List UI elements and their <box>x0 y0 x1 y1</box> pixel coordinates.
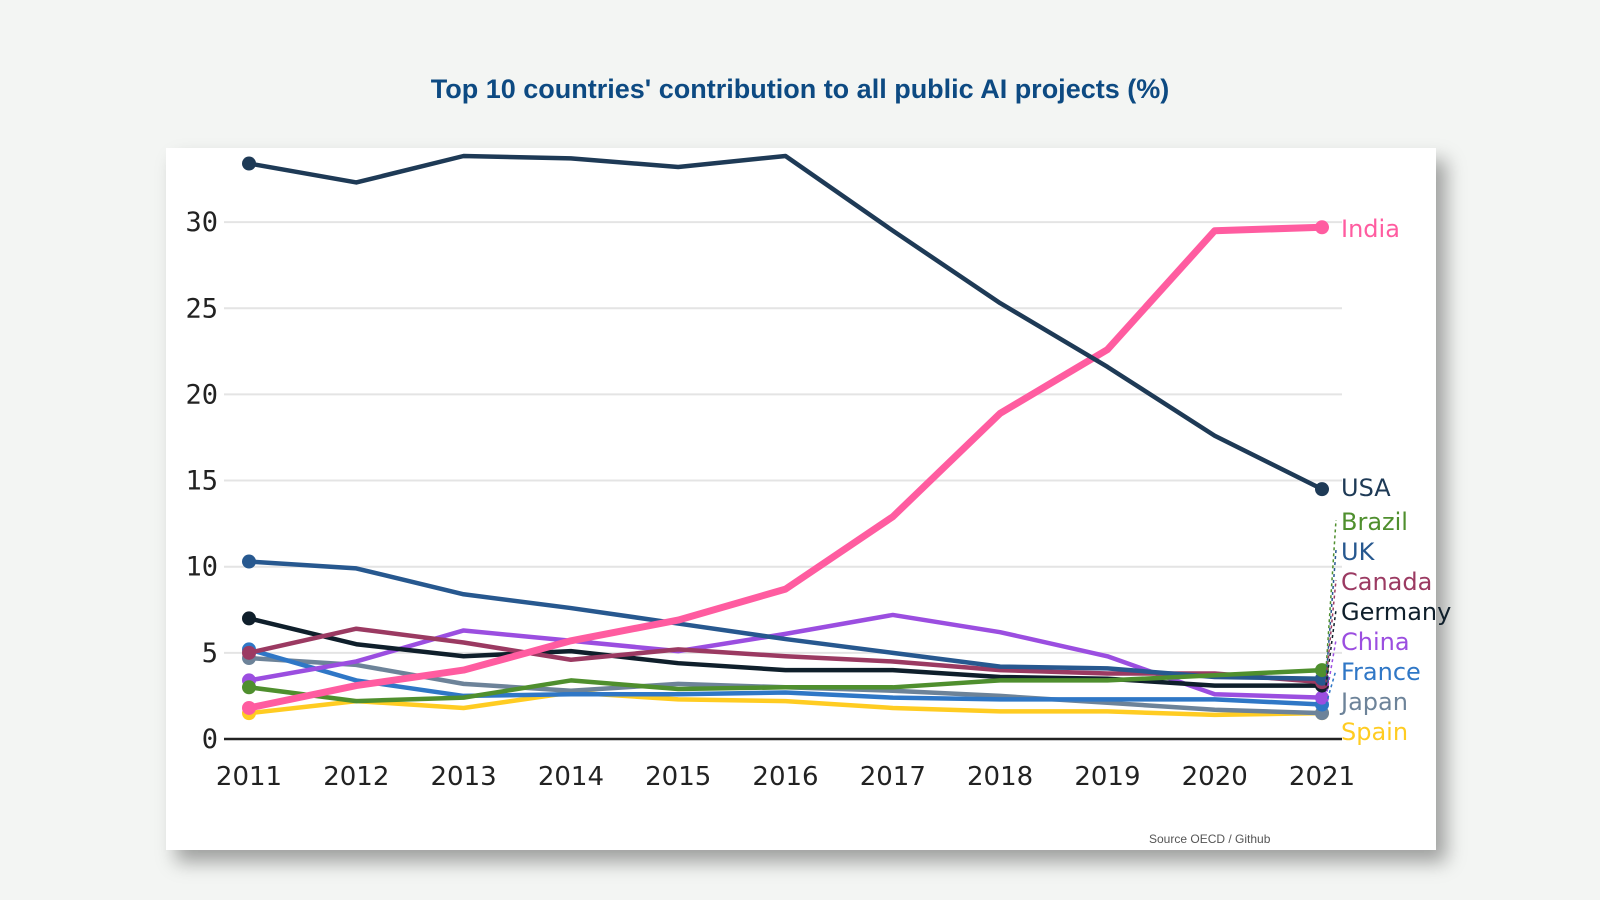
end-marker-usa <box>1315 482 1329 497</box>
label-leader-germany <box>1325 609 1337 686</box>
x-tick-label: 2018 <box>967 762 1033 792</box>
y-tick-label: 25 <box>185 293 218 324</box>
y-tick-label: 10 <box>185 552 218 583</box>
label-leader-canada <box>1325 579 1337 683</box>
y-axis-ticks: 0 5 10 15 20 25 30 <box>185 207 218 755</box>
x-tick-label: 2014 <box>538 762 604 792</box>
end-marker-india <box>1315 220 1329 235</box>
source-note: Source OECD / Github <box>1149 832 1271 846</box>
start-marker-germany <box>242 611 256 626</box>
series-line-canada <box>248 626 1323 685</box>
series-label-brazil: Brazil <box>1341 508 1408 536</box>
x-tick-label: 2020 <box>1182 762 1248 792</box>
y-tick-label: 0 <box>202 724 218 755</box>
label-leader-uk <box>1325 549 1337 679</box>
series-label-uk: UK <box>1341 538 1376 566</box>
series-line-usa <box>248 153 1324 492</box>
start-marker-uk <box>242 554 256 569</box>
series-line-brazil <box>248 667 1323 704</box>
y-tick-label: 20 <box>185 379 218 410</box>
x-tick-label: 2013 <box>431 762 497 792</box>
x-tick-label: 2021 <box>1289 762 1355 792</box>
series-labels: USA India BrazilUKCanadaGermanyChinaFrance… <box>1325 215 1451 746</box>
x-tick-label: 2012 <box>323 762 389 792</box>
series-label-spain: Spain <box>1341 718 1408 746</box>
y-tick-label: 15 <box>185 466 218 497</box>
x-tick-label: 2015 <box>645 762 711 792</box>
series-line-france <box>248 647 1323 707</box>
start-marker-india <box>242 700 256 715</box>
gridlines <box>224 221 1342 741</box>
start-marker-canada <box>242 645 256 660</box>
series-label-japan: Japan <box>1339 688 1408 716</box>
x-tick-label: 2017 <box>860 762 926 792</box>
y-tick-label: 5 <box>202 638 218 669</box>
start-marker-usa <box>242 156 256 171</box>
series-line-india <box>248 223 1323 712</box>
x-tick-label: 2019 <box>1074 762 1140 792</box>
x-tick-label: 2016 <box>752 762 818 792</box>
label-leader-brazil <box>1325 519 1337 671</box>
series-label-china: China <box>1341 628 1410 656</box>
chart-title: Top 10 countries' contribution to all pu… <box>430 74 1170 104</box>
series-line-uk <box>248 559 1323 681</box>
series-label-usa: USA <box>1341 474 1391 502</box>
series-label-germany: Germany <box>1341 598 1451 626</box>
series-line-spain <box>248 690 1323 718</box>
series-label-france: France <box>1341 658 1421 686</box>
end-marker-brazil <box>1315 663 1329 678</box>
series-line-germany <box>248 616 1322 688</box>
start-marker-brazil <box>242 680 256 695</box>
series-lines <box>242 153 1329 721</box>
series-label-canada: Canada <box>1341 568 1432 596</box>
label-leader-china <box>1325 639 1337 698</box>
series-line-china <box>248 612 1323 700</box>
series-label-india: India <box>1341 215 1400 243</box>
x-tick-label: 2011 <box>216 762 282 792</box>
x-axis-ticks: 2011 2012 2013 2014 2015 2016 2017 2018 2019 2020… <box>216 762 1355 792</box>
y-tick-label: 30 <box>185 207 218 238</box>
end-marker-china <box>1315 690 1329 705</box>
chart-card <box>166 148 1436 850</box>
